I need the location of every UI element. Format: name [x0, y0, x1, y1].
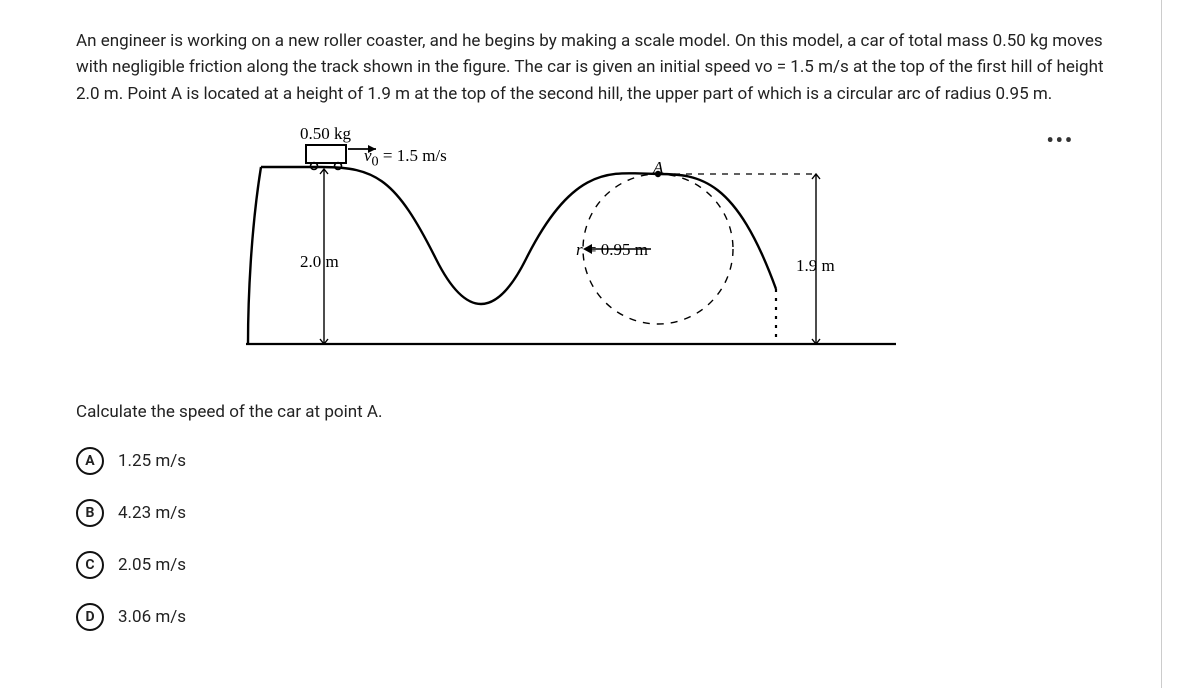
- option-text: 4.23 m/s: [118, 500, 186, 526]
- label-v0: v0 = 1.5 m/s: [364, 143, 447, 173]
- more-icon[interactable]: •••: [1046, 125, 1074, 156]
- option-text: 3.06 m/s: [118, 604, 186, 630]
- option-b[interactable]: B 4.23 m/s: [76, 499, 1124, 527]
- option-a[interactable]: A 1.25 m/s: [76, 447, 1124, 475]
- option-text: 1.25 m/s: [118, 448, 186, 474]
- option-text: 2.05 m/s: [118, 552, 186, 578]
- page-right-border: [1161, 0, 1162, 688]
- answer-options: A 1.25 m/s B 4.23 m/s C 2.05 m/s D 3.06 …: [76, 447, 1124, 631]
- label-radius: r = 0.95 m: [576, 237, 648, 263]
- label-r-symbol: r: [576, 240, 583, 259]
- label-r-value: = 0.95 m: [583, 240, 648, 259]
- option-letter: A: [76, 447, 104, 475]
- option-letter: D: [76, 603, 104, 631]
- label-v0-symbol: v: [364, 146, 372, 165]
- option-c[interactable]: C 2.05 m/s: [76, 551, 1124, 579]
- label-height-1: 2.0 m: [300, 249, 339, 275]
- question-prompt: Calculate the speed of the car at point …: [76, 399, 1124, 425]
- label-v0-value: = 1.5 m/s: [379, 146, 447, 165]
- label-height-2: 1.9 m: [796, 253, 835, 279]
- option-letter: B: [76, 499, 104, 527]
- question-stem: An engineer is working on a new roller c…: [76, 28, 1124, 107]
- label-v0-sub: 0: [372, 153, 379, 169]
- label-mass: 0.50 kg: [300, 121, 351, 147]
- option-letter: C: [76, 551, 104, 579]
- figure-container: ••• 0.50 kg v0: [76, 119, 1086, 379]
- label-point-a: A: [653, 155, 663, 181]
- option-d[interactable]: D 3.06 m/s: [76, 603, 1124, 631]
